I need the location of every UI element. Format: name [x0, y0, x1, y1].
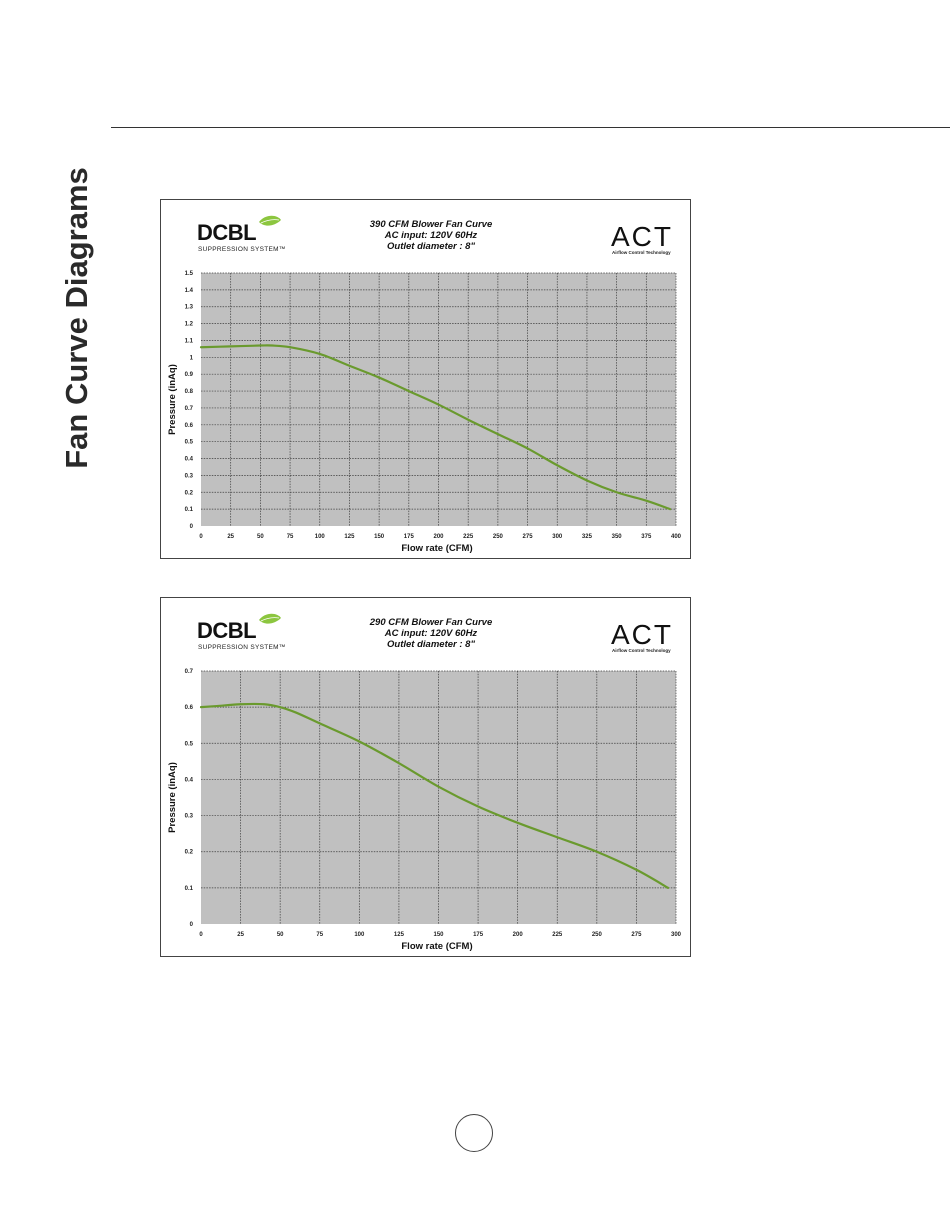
- y-tick-label: 1.1: [185, 338, 194, 344]
- x-tick-label: 275: [631, 932, 642, 938]
- x-tick-label: 325: [582, 534, 593, 540]
- chart-title: 390 CFM Blower Fan Curve: [370, 219, 493, 230]
- y-tick-label: 0.8: [185, 389, 194, 395]
- fan-curve-chart-390: DCBL SUPPRESSION SYSTEM™ ACT Airflow Contro…: [160, 199, 691, 559]
- y-tick-label: 0.1: [185, 507, 194, 513]
- leaf-vein-icon: [260, 617, 280, 622]
- x-tick-label: 350: [612, 534, 623, 540]
- dcbl-logo-subtitle: SUPPRESSION SYSTEM™: [198, 644, 286, 651]
- y-tick-label: 0.6: [185, 423, 194, 429]
- y-tick-label: 1: [190, 355, 194, 361]
- dcbl-leaf-icon: [259, 613, 281, 624]
- y-tick-label: 0.7: [185, 406, 194, 412]
- x-tick-label: 250: [493, 534, 504, 540]
- y-tick-label: 0.5: [185, 741, 194, 747]
- x-tick-label: 175: [473, 932, 484, 938]
- y-tick-label: 0.9: [185, 372, 194, 378]
- chart-title: 290 CFM Blower Fan Curve: [369, 617, 493, 628]
- fan-curve-line: [199, 344, 672, 511]
- header-rule: [111, 127, 950, 128]
- act-logo-text: ACT: [611, 619, 673, 650]
- x-tick-label: 200: [513, 932, 524, 938]
- y-tick-label: 0.3: [185, 814, 194, 820]
- y-tick-label: 0: [190, 524, 194, 530]
- leaf-vein-icon: [260, 219, 280, 224]
- y-tick-label: 0.6: [185, 705, 194, 711]
- y-tick-label: 0.2: [185, 490, 194, 496]
- y-axis-label: Pressure (inAq): [167, 762, 178, 833]
- dcbl-logo-text: DCBL: [197, 618, 256, 643]
- x-tick-label: 375: [641, 534, 652, 540]
- x-tick-label: 50: [257, 534, 264, 540]
- dcbl-logo-text: DCBL: [197, 220, 256, 245]
- act-logo-text: ACT: [611, 221, 673, 252]
- x-tick-label: 225: [552, 932, 563, 938]
- page-number-circle: [455, 1114, 493, 1152]
- x-tick-label: 250: [592, 932, 603, 938]
- x-tick-label: 200: [433, 534, 444, 540]
- x-axis-label: Flow rate (CFM): [401, 941, 472, 952]
- x-axis-label: Flow rate (CFM): [401, 543, 472, 554]
- y-tick-label: 0.5: [185, 440, 194, 446]
- leaf-shape-icon: [259, 613, 281, 624]
- x-tick-label: 50: [277, 932, 284, 938]
- x-tick-label: 275: [523, 534, 534, 540]
- y-tick-label: 0.3: [185, 473, 194, 479]
- dcbl-leaf-icon: [259, 215, 281, 226]
- y-tick-label: 0.4: [185, 777, 194, 783]
- x-tick-label: 300: [552, 534, 563, 540]
- x-tick-label: 25: [227, 534, 234, 540]
- y-tick-label: 1.5: [185, 271, 194, 277]
- y-tick-label: 0.2: [185, 850, 194, 856]
- x-tick-label: 0: [199, 534, 203, 540]
- act-logo-subtitle: Airflow Control Technology: [612, 250, 671, 255]
- dcbl-logo-subtitle: SUPPRESSION SYSTEM™: [198, 246, 286, 253]
- chart-subtitle-line: AC input: 120V 60Hz: [384, 628, 478, 639]
- fan-curve-line: [199, 702, 670, 889]
- x-tick-label: 25: [237, 932, 244, 938]
- fan-curve-chart-290: DCBL SUPPRESSION SYSTEM™ ACT Airflow Contro…: [160, 597, 691, 957]
- x-tick-label: 100: [354, 932, 365, 938]
- act-logo-subtitle: Airflow Control Technology: [612, 648, 671, 653]
- x-tick-label: 225: [463, 534, 474, 540]
- y-tick-label: 1.2: [185, 322, 194, 328]
- section-title-text: Fan Curve Diagrams: [59, 167, 94, 469]
- y-tick-label: 1.4: [185, 288, 194, 294]
- chart-subtitle-line: Outlet diameter : 8": [387, 639, 475, 650]
- x-tick-label: 300: [671, 932, 682, 938]
- chart-subtitle-line: AC input: 120V 60Hz: [384, 230, 478, 241]
- x-tick-label: 125: [344, 534, 355, 540]
- y-tick-label: 0: [190, 922, 194, 928]
- x-tick-label: 400: [671, 534, 682, 540]
- x-tick-label: 75: [316, 932, 323, 938]
- x-tick-label: 0: [199, 932, 203, 938]
- y-tick-label: 0.4: [185, 457, 194, 463]
- x-tick-label: 125: [394, 932, 405, 938]
- y-tick-label: 0.1: [185, 886, 194, 892]
- y-axis-label: Pressure (inAq): [167, 364, 178, 435]
- x-tick-label: 150: [433, 932, 444, 938]
- y-tick-label: 0.7: [185, 669, 194, 675]
- x-tick-label: 100: [315, 534, 326, 540]
- y-tick-label: 1.3: [185, 305, 194, 311]
- x-tick-label: 175: [404, 534, 415, 540]
- x-tick-label: 75: [287, 534, 294, 540]
- x-tick-label: 150: [374, 534, 385, 540]
- leaf-shape-icon: [259, 215, 281, 226]
- chart-subtitle-line: Outlet diameter : 8": [387, 241, 475, 252]
